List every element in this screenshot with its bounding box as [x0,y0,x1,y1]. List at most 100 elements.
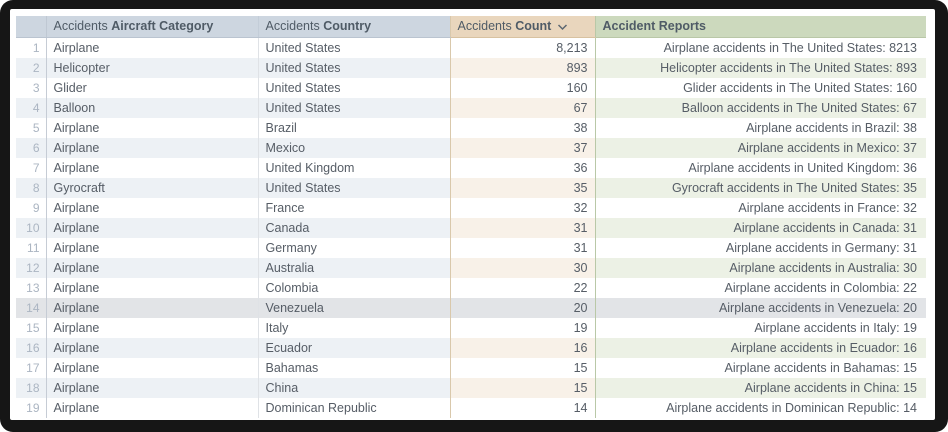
cell-count[interactable]: 20 [450,298,596,318]
cell-count[interactable]: 37 [450,138,596,158]
column-header-country[interactable]: Accidents Country [258,16,451,38]
cell-count[interactable]: 160 [450,78,596,98]
row-number[interactable]: 11 [16,238,47,258]
cell-count[interactable]: 893 [450,58,596,78]
row-number[interactable]: 12 [16,258,47,278]
cell-aircraft-category[interactable]: Airplane [46,158,259,178]
cell-count[interactable]: 32 [450,198,596,218]
table-row[interactable]: 8 Gyrocraft United States 35 Gyrocraft accid… [16,178,926,198]
row-number[interactable]: 18 [16,378,47,398]
cell-country[interactable]: Canada [258,218,451,238]
row-number[interactable]: 6 [16,138,47,158]
table-row[interactable]: 15 Airplane Italy 19 Airplane accidents in I… [16,318,926,338]
cell-country[interactable]: Venezuela [258,298,451,318]
table-row[interactable]: 4 Balloon United States 67 Balloon accidents… [16,98,926,118]
row-number[interactable]: 2 [16,58,47,78]
cell-country[interactable]: France [258,198,451,218]
cell-country[interactable]: United States [258,58,451,78]
table-row[interactable]: 18 Airplane China 15 Airplane accidents in C… [16,378,926,398]
row-number[interactable]: 4 [16,98,47,118]
cell-count[interactable]: 35 [450,178,596,198]
cell-country[interactable]: United Kingdom [258,158,451,178]
row-number[interactable]: 13 [16,278,47,298]
cell-accident-report[interactable]: Airplane accidents in Ecuador: 16 [595,338,926,358]
table-row[interactable]: 16 Airplane Ecuador 16 Airplane accidents in… [16,338,926,358]
cell-aircraft-category[interactable]: Airplane [46,218,259,238]
cell-aircraft-category[interactable]: Glider [46,78,259,98]
cell-country[interactable]: Ecuador [258,338,451,358]
row-number[interactable]: 15 [16,318,47,338]
row-number[interactable]: 5 [16,118,47,138]
cell-aircraft-category[interactable]: Airplane [46,298,259,318]
cell-country[interactable]: Bahamas [258,358,451,378]
cell-aircraft-category[interactable]: Airplane [46,238,259,258]
table-row[interactable]: 14 Airplane Venezuela 20 Airplane accidents … [16,298,926,318]
cell-count[interactable]: 8,213 [450,37,596,58]
cell-country[interactable]: Brazil [258,118,451,138]
cell-count[interactable]: 31 [450,238,596,258]
column-header-count[interactable]: Accidents Count [450,16,596,38]
table-row[interactable]: 5 Airplane Brazil 38 Airplane accidents in B… [16,118,926,138]
cell-aircraft-category[interactable]: Airplane [46,37,259,58]
table-row[interactable]: 2 Helicopter United States 893 Helicopter ac… [16,58,926,78]
cell-country[interactable]: China [258,378,451,398]
cell-country[interactable]: Dominican Republic [258,398,451,418]
cell-count[interactable]: 67 [450,98,596,118]
cell-accident-report[interactable]: Glider accidents in The United States: 1… [595,78,926,98]
table-row[interactable]: 17 Airplane Bahamas 15 Airplane accidents in… [16,358,926,378]
cell-aircraft-category[interactable]: Airplane [46,278,259,298]
row-number[interactable]: 14 [16,298,47,318]
cell-accident-report[interactable]: Airplane accidents in Dominican Republic… [595,398,926,418]
table-row[interactable]: 12 Airplane Australia 30 Airplane accidents … [16,258,926,278]
cell-accident-report[interactable]: Airplane accidents in Bahamas: 15 [595,358,926,378]
row-number[interactable]: 19 [16,398,47,418]
row-number-column-header[interactable] [16,16,47,38]
cell-aircraft-category[interactable]: Airplane [46,338,259,358]
cell-country[interactable]: Mexico [258,138,451,158]
table-row[interactable]: 10 Airplane Canada 31 Airplane accidents in … [16,218,926,238]
cell-country[interactable]: United States [258,98,451,118]
table-row[interactable]: 3 Glider United States 160 Glider accidents … [16,78,926,98]
column-header-aircraft-category[interactable]: Accidents Aircraft Category [46,16,259,38]
row-number[interactable]: 8 [16,178,47,198]
cell-aircraft-category[interactable]: Airplane [46,198,259,218]
table-row[interactable]: 1 Airplane United States 8,213 Airplane acci… [16,37,926,58]
cell-count[interactable]: 30 [450,258,596,278]
cell-accident-report[interactable]: Airplane accidents in Italy: 19 [595,318,926,338]
cell-accident-report[interactable]: Airplane accidents in Brazil: 38 [595,118,926,138]
cell-country[interactable]: Colombia [258,278,451,298]
column-header-accident-reports[interactable]: Accident Reports [595,16,926,38]
cell-accident-report[interactable]: Helicopter accidents in The United State… [595,58,926,78]
cell-accident-report[interactable]: Airplane accidents in Mexico: 37 [595,138,926,158]
table-row[interactable]: 6 Airplane Mexico 37 Airplane accidents in M… [16,138,926,158]
cell-accident-report[interactable]: Balloon accidents in The United States: … [595,98,926,118]
cell-country[interactable]: Australia [258,258,451,278]
cell-accident-report[interactable]: Airplane accidents in Colombia: 22 [595,278,926,298]
cell-count[interactable]: 19 [450,318,596,338]
cell-accident-report[interactable]: Airplane accidents in France: 32 [595,198,926,218]
cell-aircraft-category[interactable]: Airplane [46,258,259,278]
cell-aircraft-category[interactable]: Balloon [46,98,259,118]
row-number[interactable]: 10 [16,218,47,238]
row-number[interactable]: 9 [16,198,47,218]
cell-country[interactable]: Italy [258,318,451,338]
cell-count[interactable]: 31 [450,218,596,238]
table-row[interactable]: 9 Airplane France 32 Airplane accidents in F… [16,198,926,218]
cell-country[interactable]: United States [258,78,451,98]
cell-count[interactable]: 36 [450,158,596,178]
cell-count[interactable]: 22 [450,278,596,298]
row-number[interactable]: 16 [16,338,47,358]
cell-count[interactable]: 15 [450,378,596,398]
table-row[interactable]: 7 Airplane United Kingdom 36 Airplane accide… [16,158,926,178]
cell-accident-report[interactable]: Airplane accidents in Germany: 31 [595,238,926,258]
cell-aircraft-category[interactable]: Gyrocraft [46,178,259,198]
cell-count[interactable]: 38 [450,118,596,138]
row-number[interactable]: 17 [16,358,47,378]
cell-aircraft-category[interactable]: Airplane [46,318,259,338]
row-number[interactable]: 3 [16,78,47,98]
cell-aircraft-category[interactable]: Airplane [46,118,259,138]
cell-country[interactable]: United States [258,37,451,58]
table-row[interactable]: 19 Airplane Dominican Republic 14 Airplane a… [16,398,926,418]
table-row[interactable]: 11 Airplane Germany 31 Airplane accidents in… [16,238,926,258]
cell-aircraft-category[interactable]: Airplane [46,398,259,418]
